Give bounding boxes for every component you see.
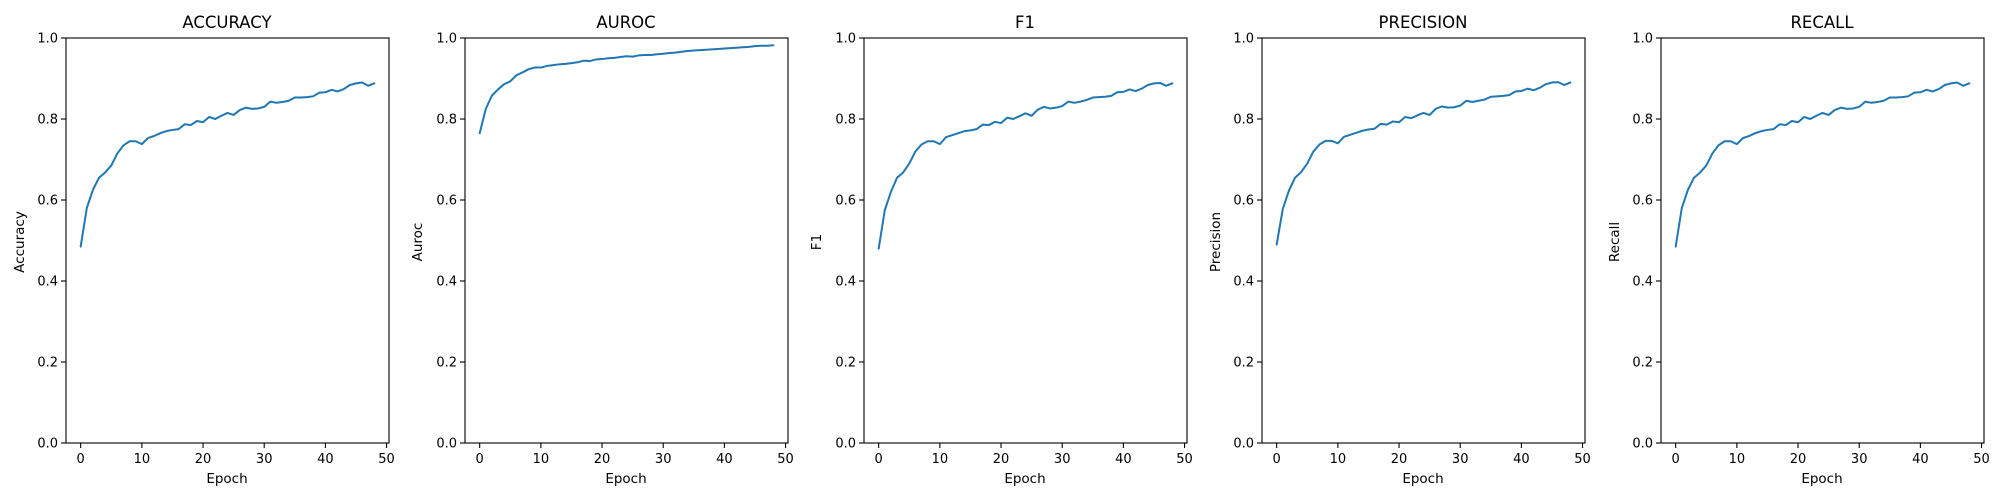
- y-tick-label: 0.4: [1233, 275, 1254, 290]
- x-tick-label: 20: [594, 452, 611, 467]
- x-tick-label: 0: [1273, 452, 1281, 467]
- y-tick-label: 1.0: [436, 32, 457, 47]
- panel-title: F1: [1015, 13, 1035, 32]
- x-tick-label: 50: [1176, 452, 1193, 467]
- x-axis-label: Epoch: [1801, 471, 1842, 487]
- y-tick-label: 0.4: [835, 275, 856, 290]
- x-tick-label: 40: [317, 452, 334, 467]
- x-tick-label: 0: [476, 452, 484, 467]
- x-tick-label: 50: [1973, 452, 1990, 467]
- x-axis-label: Epoch: [605, 471, 646, 487]
- x-tick-label: 10: [932, 452, 949, 467]
- y-tick-label: 1.0: [1632, 32, 1653, 47]
- axes-frame: [65, 37, 390, 444]
- panel-precision: PRECISION Epoch Precision 0.0 0.2 0.4 0.6 0.…: [1208, 13, 1591, 487]
- y-tick-label: 0.2: [37, 356, 58, 371]
- series-line-precision: [1275, 81, 1572, 246]
- axes-frame: [863, 37, 1188, 444]
- series-line-f1: [877, 81, 1174, 250]
- y-tick-label: 0.6: [436, 194, 457, 209]
- y-tick-label: 0.8: [1632, 113, 1653, 128]
- x-tick-label: 30: [256, 452, 273, 467]
- y-tick-label: 1.0: [37, 32, 58, 47]
- x-tick-label: 10: [533, 452, 550, 467]
- y-tick-label: 0.4: [436, 275, 457, 290]
- x-tick-label: 10: [134, 452, 151, 467]
- y-tick-label: 0.4: [1632, 275, 1653, 290]
- panel-auroc: AUROC Epoch Auroc 0.0 0.2 0.4 0.6 0.8 1.0 0 10 2…: [410, 13, 794, 487]
- y-tick-label: 0.2: [1233, 356, 1254, 371]
- y-tick-label: 0.2: [436, 356, 457, 371]
- y-tick-label: 1.0: [835, 32, 856, 47]
- panel-title: RECALL: [1790, 13, 1854, 32]
- x-tick-label: 20: [195, 452, 212, 467]
- x-tick-label: 50: [777, 452, 794, 467]
- x-tick-label: 50: [378, 452, 395, 467]
- y-tick-label: 0.8: [1233, 113, 1254, 128]
- y-tick-label: 0.6: [37, 194, 58, 209]
- y-tick-label: 0.0: [835, 437, 856, 452]
- y-axis-label: Accuracy: [12, 211, 28, 273]
- panel-title: PRECISION: [1379, 13, 1468, 32]
- x-tick-label: 10: [1330, 452, 1347, 467]
- panel-f1: F1 Epoch F1 0.0 0.2 0.4 0.6 0.8 1.0 0 10 20 30 40 5…: [809, 13, 1193, 487]
- x-tick-label: 30: [1851, 452, 1868, 467]
- y-tick-label: 0.2: [1632, 356, 1653, 371]
- y-tick-label: 0.8: [835, 113, 856, 128]
- x-axis-label: Epoch: [1004, 471, 1045, 487]
- x-tick-label: 30: [1054, 452, 1071, 467]
- x-tick-label: 40: [1912, 452, 1929, 467]
- axes-frame: [1261, 37, 1586, 444]
- y-tick-label: 0.0: [1632, 437, 1653, 452]
- y-tick-label: 0.4: [37, 275, 58, 290]
- panel-recall: RECALL Epoch Recall 0.0 0.2 0.4 0.6 0.8 1.0 0 1…: [1607, 13, 1990, 487]
- panel-title: ACCURACY: [182, 13, 272, 32]
- x-tick-label: 50: [1574, 452, 1591, 467]
- y-axis-label: Precision: [1208, 212, 1224, 272]
- x-tick-label: 20: [1790, 452, 1807, 467]
- x-tick-label: 0: [875, 452, 883, 467]
- y-tick-label: 1.0: [1233, 32, 1254, 47]
- x-tick-label: 40: [716, 452, 733, 467]
- y-tick-label: 0.0: [436, 437, 457, 452]
- y-tick-label: 0.6: [1233, 194, 1254, 209]
- y-axis-label: F1: [809, 234, 825, 250]
- y-tick-label: 0.8: [436, 113, 457, 128]
- panel-accuracy: ACCURACY Epoch Accuracy 0.0 0.2 0.4 0.6 0.8 1…: [12, 13, 395, 487]
- series-line-auroc: [478, 44, 775, 135]
- x-tick-label: 20: [993, 452, 1010, 467]
- series-line-accuracy: [79, 81, 376, 248]
- series-line-recall: [1674, 81, 1971, 248]
- x-tick-label: 20: [1391, 452, 1408, 467]
- x-axis-label: Epoch: [1402, 471, 1443, 487]
- panel-title: AUROC: [596, 13, 655, 32]
- y-tick-label: 0.6: [835, 194, 856, 209]
- x-tick-label: 30: [655, 452, 672, 467]
- x-tick-label: 30: [1452, 452, 1469, 467]
- x-tick-label: 0: [1672, 452, 1680, 467]
- y-tick-label: 0.6: [1632, 194, 1653, 209]
- x-tick-label: 10: [1729, 452, 1746, 467]
- x-axis-label: Epoch: [206, 471, 247, 487]
- x-tick-label: 40: [1115, 452, 1132, 467]
- y-tick-label: 0.0: [37, 437, 58, 452]
- axes-frame: [1660, 37, 1985, 444]
- x-tick-label: 40: [1513, 452, 1530, 467]
- axes-frame: [464, 37, 789, 444]
- y-axis-label: Recall: [1607, 222, 1623, 262]
- y-axis-label: Auroc: [410, 223, 426, 262]
- y-tick-label: 0.0: [1233, 437, 1254, 452]
- y-tick-label: 0.2: [835, 356, 856, 371]
- x-tick-label: 0: [77, 452, 85, 467]
- y-tick-label: 0.8: [37, 113, 58, 128]
